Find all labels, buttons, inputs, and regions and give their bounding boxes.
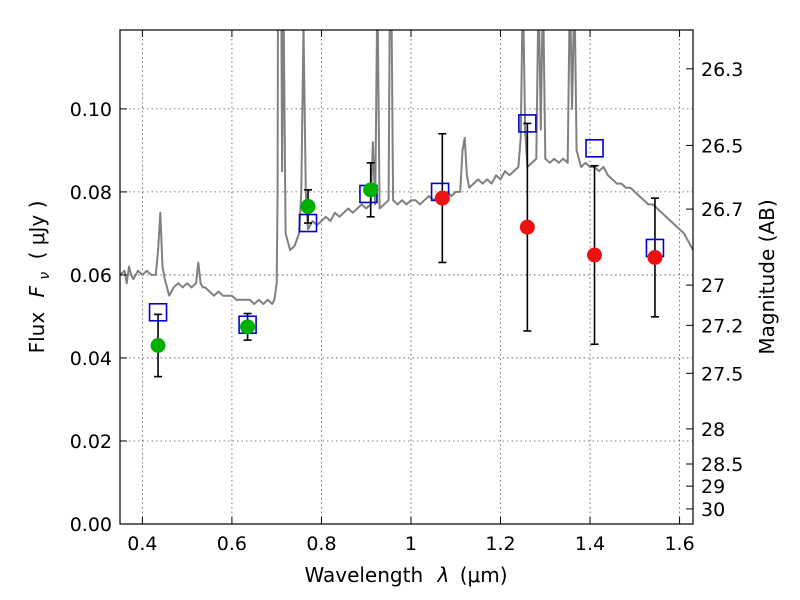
y-tick-label: 0.02 — [70, 431, 112, 453]
model-photometry-point — [298, 213, 318, 233]
y-axis-label-subscript: ν — [37, 272, 53, 280]
grid — [120, 30, 693, 525]
model-photometry-point — [148, 302, 168, 322]
axis-ticks: 0.4 0.6 0.8 1 1.2 1.4 1.6 0.00 0.02 0.04 0.06 0.08 0… — [70, 30, 743, 555]
x-axis-label: Wavelength λ (μm) — [304, 563, 507, 587]
green-photometry-point — [150, 337, 166, 353]
y2-tick-label: 29 — [701, 476, 725, 498]
y-axis-label-text: Flux — [25, 312, 49, 354]
y2-tick-label: 27.5 — [701, 363, 743, 385]
y-tick-label: 0.10 — [70, 99, 112, 121]
y2-tick-label: 28 — [701, 419, 725, 441]
x-axis-label-symbol: λ — [437, 563, 450, 587]
y2-tick-label: 28.5 — [701, 454, 743, 476]
y-tick-label: 0.06 — [70, 265, 112, 287]
y2-tick-label: 27.2 — [701, 315, 743, 337]
y2-axis-label: Magnitude (AB) — [755, 199, 779, 354]
x-axis-label-unit: (μm) — [460, 563, 508, 587]
x-axis-label-text: Wavelength — [304, 563, 423, 587]
y-axis-label-symbol: F — [25, 285, 49, 297]
x-tick-label: 1.6 — [664, 533, 694, 555]
x-tick-label: 1.4 — [575, 533, 605, 555]
x-tick-label: 1 — [405, 533, 417, 555]
y-axis-label-unit: ( μJy ) — [25, 201, 49, 260]
green-photometry-point — [240, 319, 256, 335]
y-tick-label: 0.04 — [70, 348, 112, 370]
y2-tick-label: 26.3 — [701, 59, 743, 81]
y2-tick-label: 26.5 — [701, 135, 743, 157]
y-tick-label: 0.08 — [70, 182, 112, 204]
green-photometry-point — [300, 198, 316, 214]
red-photometry-point — [587, 247, 603, 263]
red-photometry-point — [519, 219, 535, 235]
y2-tick-label: 26.7 — [701, 199, 743, 221]
x-tick-label: 0.8 — [306, 533, 336, 555]
green-photometry-point — [363, 182, 379, 198]
x-tick-label: 0.6 — [217, 533, 247, 555]
template-spectrum-line — [120, 30, 693, 305]
x-tick-label: 0.4 — [127, 533, 157, 555]
red-photometry-point — [647, 249, 663, 265]
y2-tick-label: 27 — [701, 275, 725, 297]
plot-area — [120, 30, 693, 378]
model-photometry-point — [585, 139, 604, 158]
y-tick-label: 0.00 — [70, 514, 112, 536]
model-photometry-point — [518, 114, 537, 133]
plot-frame — [119, 29, 694, 525]
x-tick-label: 1.2 — [485, 533, 515, 555]
y-axis-label: Flux F ν ( μJy ) — [25, 201, 54, 354]
red-photometry-point — [434, 190, 450, 206]
y2-tick-label: 30 — [701, 499, 725, 521]
